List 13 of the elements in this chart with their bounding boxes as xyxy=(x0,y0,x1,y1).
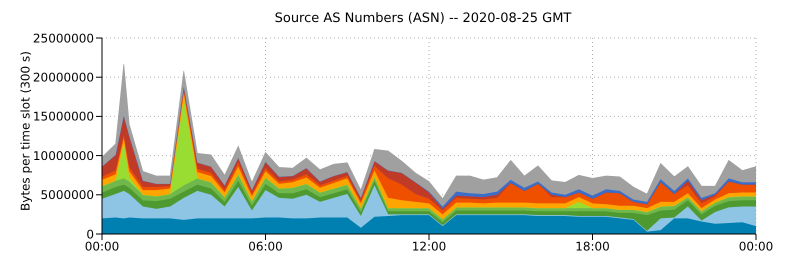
x-tick-label: 18:00 xyxy=(575,240,610,254)
y-tick-label: 10000000 xyxy=(32,148,94,163)
y-tick-label: 0 xyxy=(86,227,94,242)
y-tick-label: 5000000 xyxy=(40,188,94,202)
x-tick-label: 06:00 xyxy=(248,240,283,254)
y-tick-label: 20000000 xyxy=(32,70,94,84)
chart-title: Source AS Numbers (ASN) -- 2020-08-25 GMT xyxy=(274,10,572,28)
x-tick-label: 12:00 xyxy=(412,240,446,254)
x-tick-label: 00:00 xyxy=(84,240,120,254)
y-axis-title: Bytes per time slot (300 s) xyxy=(18,51,32,211)
y-tick-label: 25000000 xyxy=(32,31,94,46)
y-tick-label: 15000000 xyxy=(32,110,94,124)
x-tick-label: 00:00 xyxy=(738,240,774,254)
